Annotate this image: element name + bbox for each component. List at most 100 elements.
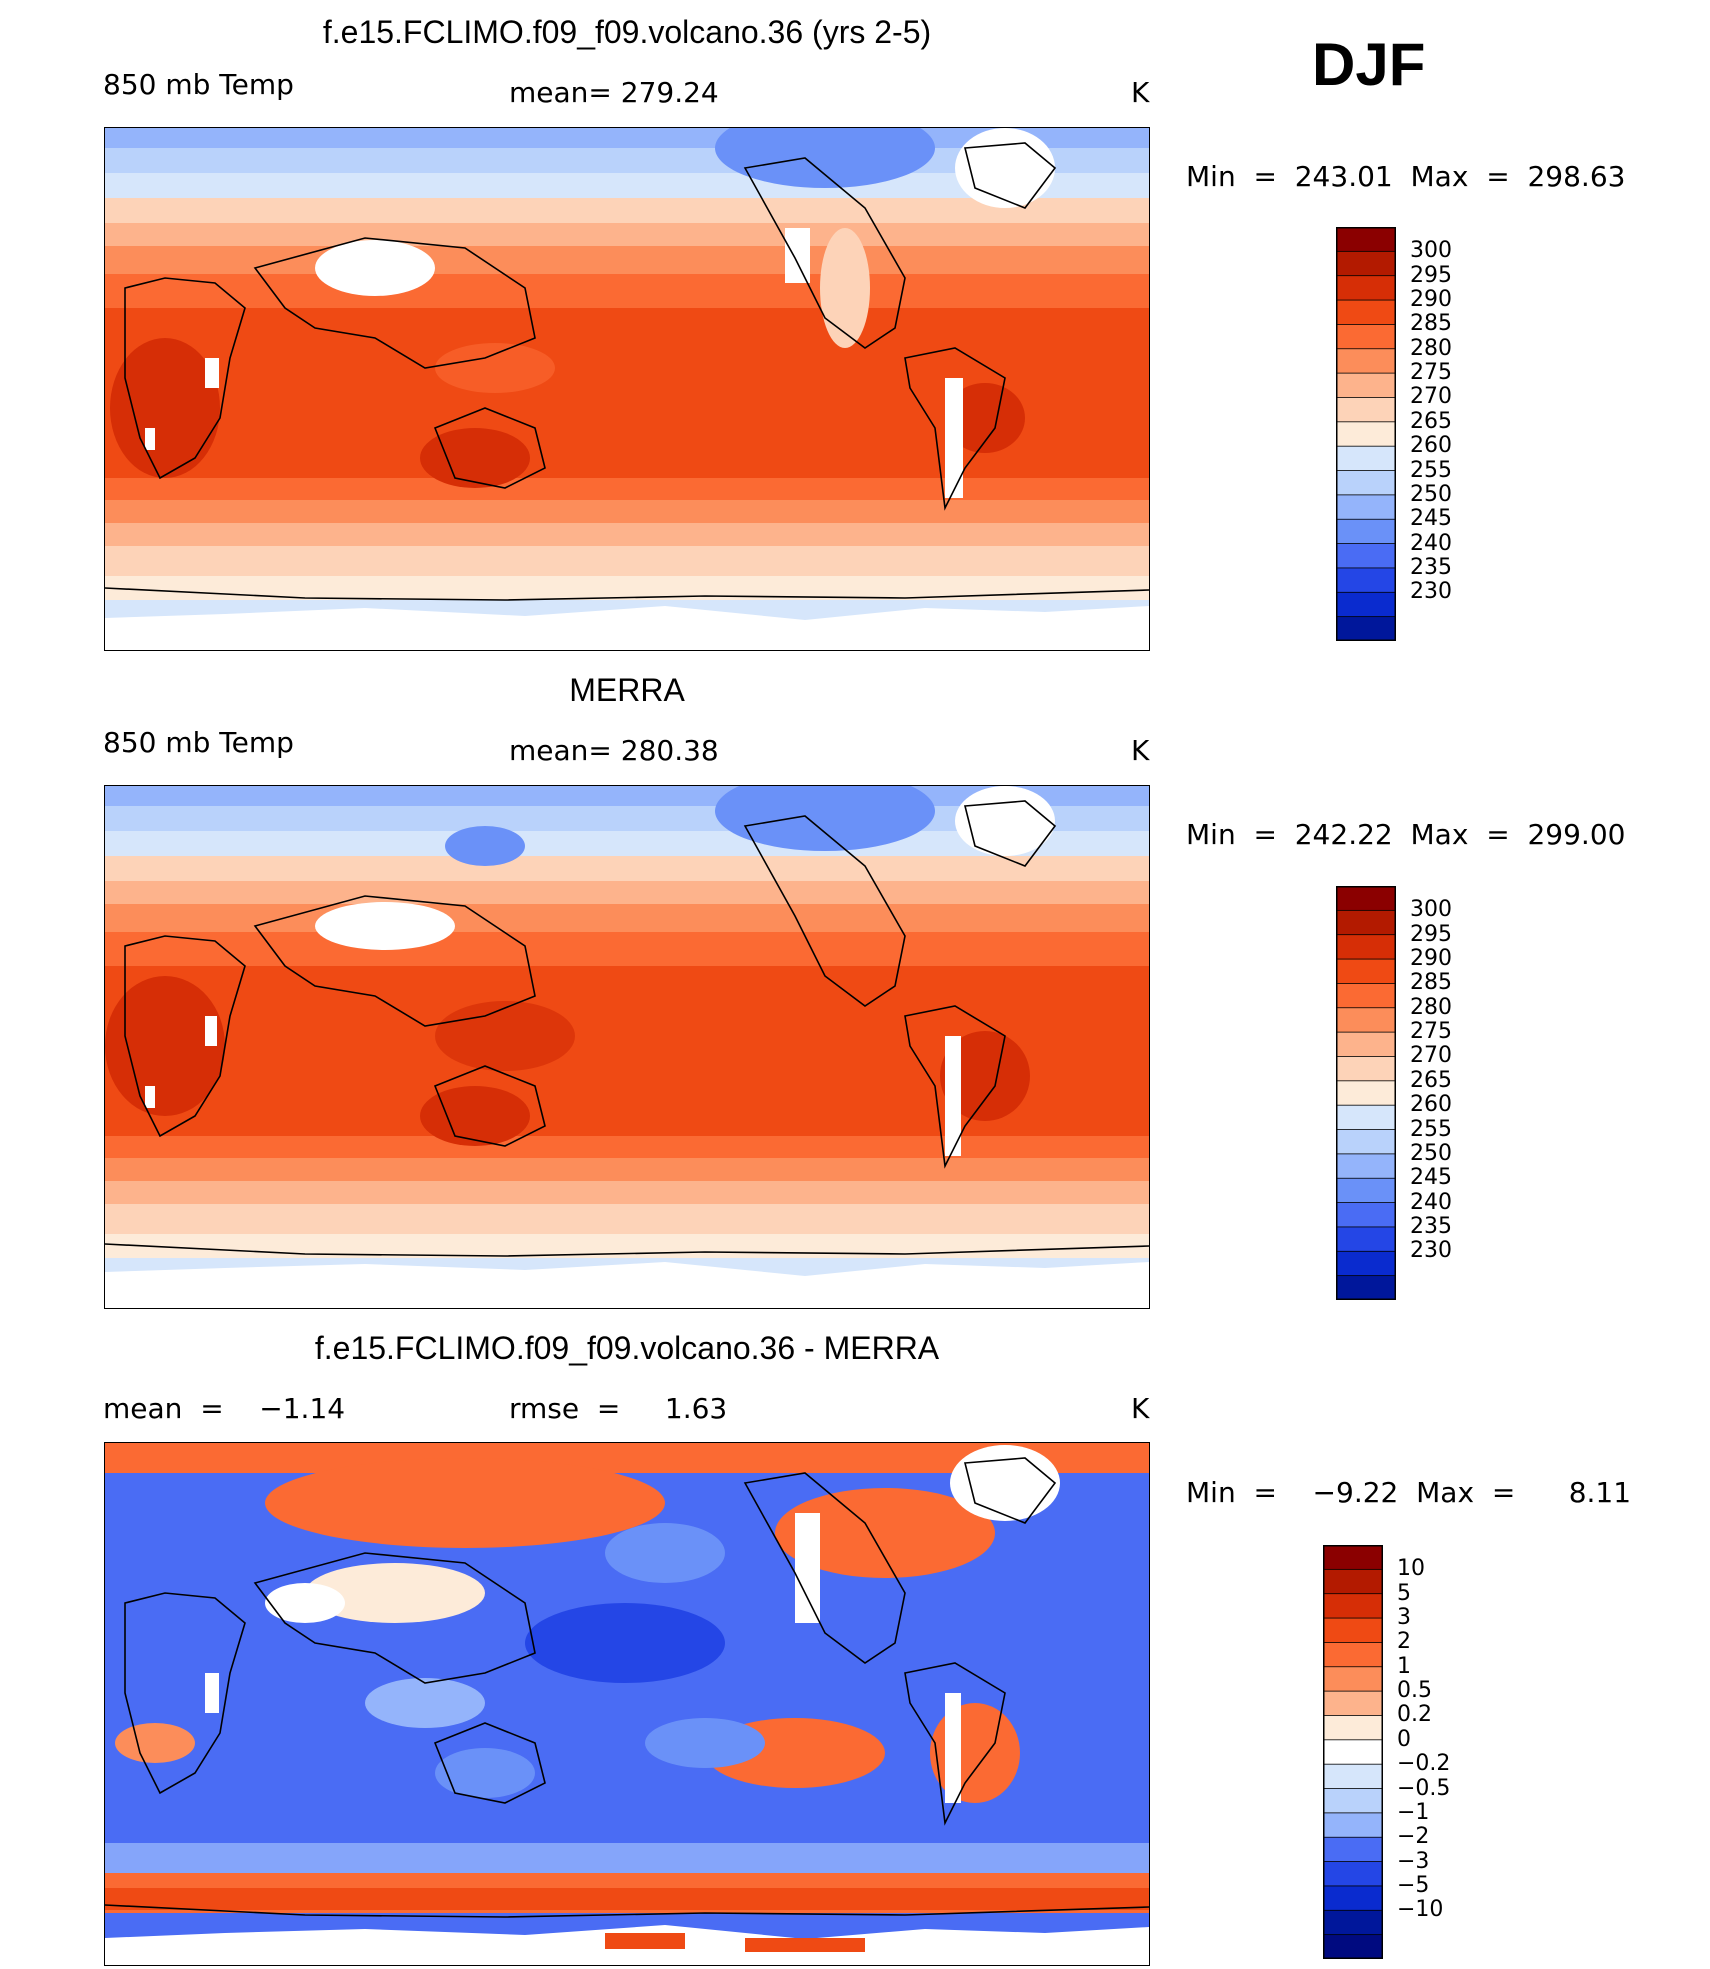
- colorbar-swatch: [1335, 1250, 1397, 1277]
- panel1-units: K: [1131, 76, 1150, 109]
- colorbar-swatch: [1335, 1104, 1397, 1131]
- colorbar-swatch: [1335, 372, 1397, 399]
- colorbar-tick-label: −3: [1397, 1848, 1430, 1874]
- panel1-title: f.e15.FCLIMO.f09_f09.volcano.36 (yrs 2-5…: [322, 14, 932, 50]
- panel1-map-field: [105, 128, 1149, 650]
- colorbar-swatch: [1322, 1885, 1384, 1912]
- colorbar-tick-label: 290: [1410, 287, 1452, 313]
- colorbar-tick-label: 255: [1410, 457, 1452, 483]
- colorbar-swatch: [1335, 1056, 1397, 1082]
- colorbar-swatch: [1335, 958, 1397, 985]
- colorbar-tick-label: −2: [1397, 1824, 1430, 1850]
- colorbar-swatch: [1335, 445, 1397, 472]
- colorbar-tick-label: 0.5: [1397, 1678, 1432, 1704]
- colorbar-tick-label: 300: [1410, 238, 1452, 264]
- colorbar-tick-label: −0.5: [1397, 1775, 1451, 1801]
- panel2-colorbar: [1335, 885, 1397, 1301]
- panel3-title: f.e15.FCLIMO.f09_f09.volcano.36 - MERRA: [314, 1330, 940, 1366]
- colorbar-swatch: [1335, 1226, 1397, 1253]
- colorbar-swatch: [1335, 250, 1397, 277]
- colorbar-tick-label: 2: [1397, 1629, 1411, 1655]
- colorbar-border: [1336, 886, 1396, 1300]
- colorbar-swatch: [1322, 1934, 1384, 1960]
- panel3-rmse-label: rmse = 1.63: [509, 1392, 728, 1425]
- colorbar-tick-label: 295: [1410, 262, 1452, 288]
- colorbar-swatch: [1335, 1275, 1397, 1301]
- colorbar-swatch: [1335, 909, 1397, 936]
- colorbar-swatch: [1335, 518, 1397, 545]
- colorbar-tick-label: 295: [1410, 921, 1452, 947]
- colorbar-tick-label: 255: [1410, 1116, 1452, 1142]
- colorbar-swatch: [1335, 1031, 1397, 1058]
- colorbar-tick-label: 230: [1410, 1238, 1452, 1264]
- colorbar-tick-label: −10: [1397, 1897, 1444, 1923]
- colorbar-swatch: [1335, 324, 1397, 350]
- colorbar-tick-label: 245: [1410, 1165, 1452, 1191]
- colorbar-tick-label: 3: [1397, 1605, 1411, 1631]
- colorbar-swatch: [1335, 1153, 1397, 1180]
- panel3-map-field: [105, 1443, 1149, 1965]
- colorbar-tick-label: 270: [1410, 1043, 1452, 1069]
- colorbar-swatch: [1335, 1177, 1397, 1204]
- colorbar-swatch: [1335, 934, 1397, 960]
- colorbar-tick-label: 235: [1410, 1213, 1452, 1239]
- colorbar-swatch: [1335, 983, 1397, 1009]
- panel1-left-label: 850 mb Temp: [103, 68, 294, 101]
- colorbar-swatch: [1335, 470, 1397, 496]
- colorbar-tick-label: 230: [1410, 579, 1452, 605]
- panel3-colorbar-swatches: [1322, 1544, 1384, 1960]
- colorbar-tick-label: 300: [1410, 897, 1452, 923]
- colorbar-tick-label: 250: [1410, 1140, 1452, 1166]
- colorbar-tick-label: −0.2: [1397, 1751, 1451, 1777]
- colorbar-swatch: [1322, 1715, 1384, 1741]
- colorbar-swatch: [1322, 1617, 1384, 1644]
- panel1-center-label: mean= 279.24: [509, 76, 719, 109]
- panel1-colorbar: [1335, 226, 1397, 642]
- colorbar-swatch: [1322, 1690, 1384, 1717]
- colorbar-swatch: [1322, 1666, 1384, 1693]
- panel2-map-field: [105, 786, 1149, 1308]
- colorbar-swatch: [1322, 1544, 1384, 1571]
- colorbar-tick-label: 270: [1410, 384, 1452, 410]
- panel1-colorbar-swatches: [1335, 226, 1397, 642]
- colorbar-swatch: [1322, 1836, 1384, 1863]
- colorbar-tick-label: 275: [1410, 1019, 1452, 1045]
- colorbar-swatch: [1335, 226, 1397, 253]
- colorbar-border: [1336, 227, 1396, 641]
- colorbar-swatch: [1335, 299, 1397, 326]
- colorbar-swatch: [1335, 397, 1397, 423]
- colorbar-swatch: [1335, 885, 1397, 912]
- colorbar-swatch: [1322, 1861, 1384, 1887]
- panel2-title: MERRA: [569, 672, 685, 708]
- colorbar-tick-label: 260: [1410, 1092, 1452, 1118]
- colorbar-tick-label: 1: [1397, 1653, 1411, 1679]
- panel3-minmax: Min = −9.22 Max = 8.11: [1186, 1476, 1632, 1509]
- colorbar-swatch: [1322, 1568, 1384, 1595]
- colorbar-tick-label: 10: [1397, 1556, 1425, 1582]
- colorbar-tick-label: 290: [1410, 946, 1452, 972]
- colorbar-swatch: [1335, 1007, 1397, 1034]
- colorbar-swatch: [1335, 1129, 1397, 1155]
- panel2-center-label: mean= 280.38: [509, 734, 719, 767]
- colorbar-swatch: [1335, 421, 1397, 448]
- colorbar-tick-label: 265: [1410, 1067, 1452, 1093]
- colorbar-swatch: [1335, 567, 1397, 594]
- colorbar-tick-label: 250: [1410, 481, 1452, 507]
- colorbar-swatch: [1322, 1909, 1384, 1936]
- colorbar-swatch: [1335, 1080, 1397, 1107]
- colorbar-tick-label: −5: [1397, 1872, 1430, 1898]
- colorbar-swatch: [1335, 616, 1397, 642]
- colorbar-swatch: [1335, 1202, 1397, 1228]
- colorbar-tick-label: 0.2: [1397, 1702, 1432, 1728]
- colorbar-tick-label: 235: [1410, 554, 1452, 580]
- colorbar-tick-label: 265: [1410, 408, 1452, 434]
- panel2-map: [104, 785, 1150, 1309]
- colorbar-swatch: [1322, 1812, 1384, 1839]
- colorbar-swatch: [1322, 1593, 1384, 1619]
- colorbar-swatch: [1335, 591, 1397, 618]
- season-label: DJF: [1312, 31, 1426, 98]
- colorbar-tick-label: −1: [1397, 1799, 1430, 1825]
- colorbar-tick-label: 260: [1410, 433, 1452, 459]
- panel3-mean-label: mean = −1.14: [103, 1392, 346, 1425]
- colorbar-swatch: [1335, 275, 1397, 301]
